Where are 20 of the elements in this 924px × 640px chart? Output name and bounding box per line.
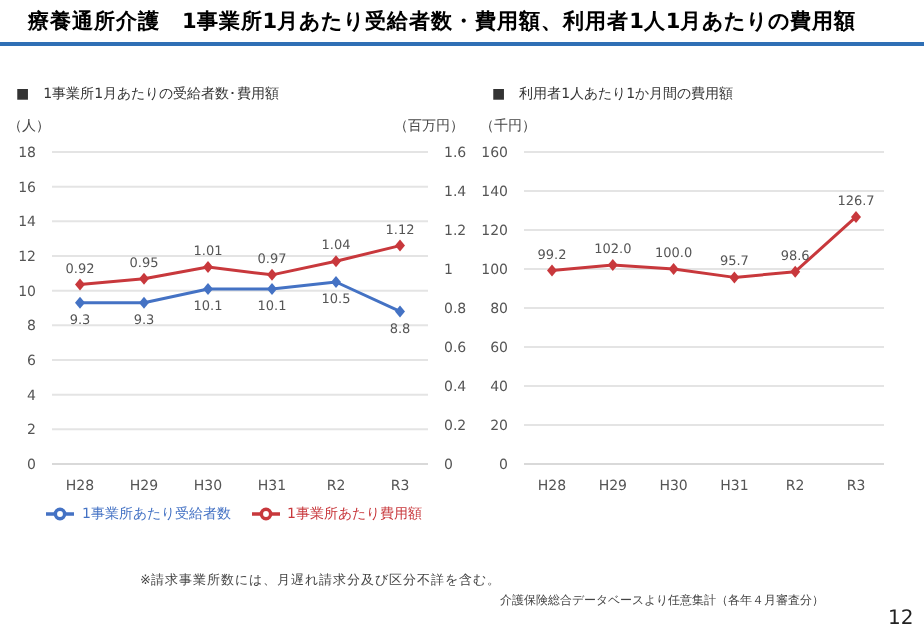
point	[267, 268, 277, 281]
point	[668, 263, 679, 275]
point	[139, 272, 149, 285]
point	[607, 259, 618, 272]
point	[139, 296, 149, 309]
point	[75, 296, 85, 309]
point	[729, 271, 740, 284]
point	[395, 305, 405, 318]
point	[75, 278, 85, 291]
point	[331, 255, 341, 268]
point	[203, 261, 213, 274]
chart-title: 療養通所介護 1事業所1月あたり受給者数・費用額、利用者1人1月あたりの費用額	[28, 8, 857, 36]
point	[395, 239, 405, 252]
point	[790, 265, 801, 278]
text: 12	[888, 608, 914, 630]
point	[547, 264, 557, 277]
point	[203, 282, 213, 295]
point	[267, 282, 277, 295]
point	[331, 276, 341, 288]
point	[851, 210, 861, 223]
